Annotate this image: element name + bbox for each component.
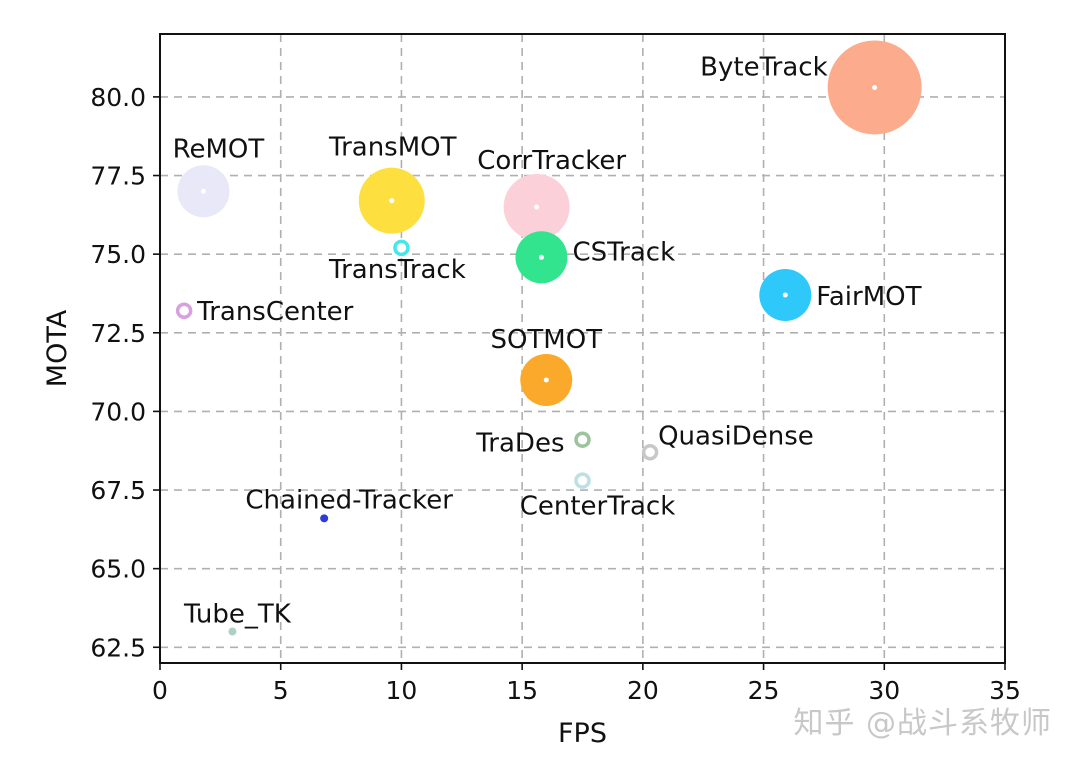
x-tick-label: 20 (627, 676, 659, 705)
label-quasidense: QuasiDense (658, 421, 814, 451)
label-trades: TraDes (475, 429, 564, 459)
y-tick-label: 75.0 (90, 240, 146, 269)
y-tick-label: 62.5 (90, 633, 146, 662)
point-trades (574, 431, 591, 448)
point-center-dot (534, 204, 540, 210)
x-tick-label: 30 (868, 676, 900, 705)
point-center-dot (538, 254, 544, 260)
point-centertrack (574, 472, 591, 489)
label-sotmot: SOTMOT (490, 325, 602, 355)
point-transtrack (393, 239, 410, 257)
y-axis-title: MOTA (42, 309, 73, 387)
x-tick-label: 10 (386, 676, 418, 705)
point-center-dot (543, 377, 549, 383)
point-labels: ByteTrack ReMOT TransMOT CorrTracker TransTr… (173, 52, 922, 629)
y-tick-label: 77.5 (90, 162, 146, 191)
point-center-dot (872, 84, 878, 90)
point-center-dot (782, 292, 788, 298)
x-tick-label: 35 (989, 676, 1021, 705)
label-bytetrack: ByteTrack (700, 52, 827, 82)
label-cstrack: CSTrack (572, 237, 675, 267)
x-axis-title: FPS (558, 718, 607, 749)
point-center-dot (200, 188, 206, 194)
label-chained-tracker: Chained-Tracker (245, 485, 453, 515)
watermark: 知乎 @战斗系牧师 (793, 706, 1052, 741)
axis-ticks: 0 5 10 15 20 25 30 35 62.5 65.0 67.5 70.0 72.5 75.0 77… (90, 83, 1021, 705)
data-points (175, 40, 922, 636)
label-remot: ReMOT (173, 134, 265, 164)
point-center-dot (389, 198, 395, 204)
plot-frame (159, 33, 1006, 664)
x-tick-label: 0 (152, 676, 168, 705)
label-tube-tk: Tube_TK (183, 600, 292, 630)
y-tick-label: 65.0 (90, 555, 146, 584)
label-transmot: TransMOT (328, 133, 457, 163)
x-tick-label: 15 (506, 676, 538, 705)
label-centertrack: CenterTrack (520, 492, 676, 522)
x-tick-label: 25 (748, 676, 780, 705)
label-transcenter: TransCenter (196, 297, 354, 327)
y-tick-label: 72.5 (90, 319, 146, 348)
point-transcenter (175, 302, 193, 320)
y-tick-label: 80.0 (90, 83, 146, 112)
label-corrtracker: CorrTracker (477, 146, 626, 176)
point-chained-tracker (320, 514, 329, 523)
y-tick-label: 67.5 (90, 476, 146, 505)
y-tick-label: 70.0 (90, 397, 146, 426)
point-tube-tk (228, 627, 237, 636)
label-transtrack: TransTrack (328, 255, 466, 285)
point-quasidense (641, 444, 659, 461)
x-tick-label: 5 (273, 676, 289, 705)
label-fairmot: FairMOT (816, 282, 921, 312)
grid (159, 34, 1006, 663)
